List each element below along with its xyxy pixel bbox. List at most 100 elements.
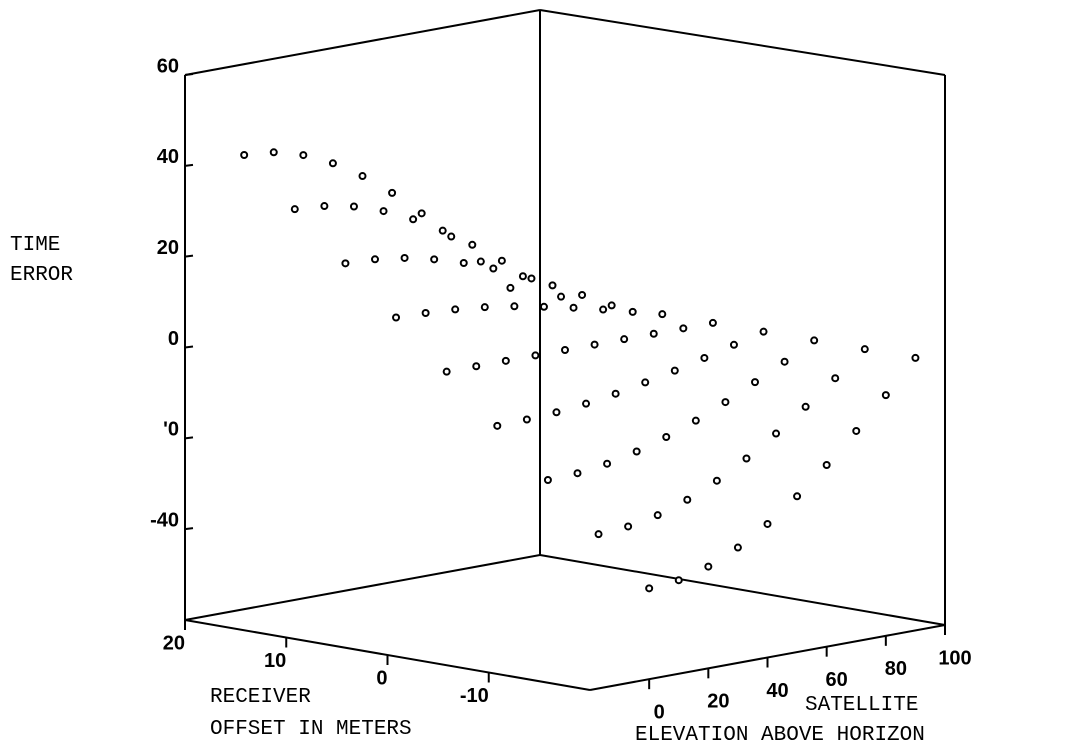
z-tick-label: 40 <box>157 146 179 168</box>
point <box>620 335 629 344</box>
point <box>641 378 650 387</box>
point <box>358 172 367 181</box>
y-axis-label: ELEVATION ABOVE HORIZON <box>635 724 925 747</box>
point <box>468 240 477 249</box>
point <box>810 336 819 345</box>
point <box>539 302 548 311</box>
point <box>543 476 552 484</box>
point <box>679 324 688 333</box>
z-tick-label: 60 <box>157 55 179 77</box>
point <box>552 408 561 417</box>
point <box>421 308 430 317</box>
point <box>269 148 278 157</box>
point <box>759 327 768 336</box>
point <box>704 562 713 571</box>
point <box>561 346 569 354</box>
point <box>691 416 700 425</box>
point <box>557 292 566 301</box>
point <box>400 253 409 262</box>
point <box>674 576 683 585</box>
point <box>911 353 920 362</box>
point <box>772 429 781 438</box>
point <box>569 303 578 312</box>
point <box>341 259 350 268</box>
x-axis-label: RECEIVER <box>210 686 311 709</box>
z-tick-label: 0 <box>168 328 179 350</box>
point <box>506 283 515 292</box>
point <box>349 202 358 211</box>
point <box>442 367 451 376</box>
point <box>662 432 671 441</box>
point <box>632 447 641 456</box>
point <box>653 511 662 520</box>
point <box>628 307 637 316</box>
y-tick-label: 0 <box>654 701 665 723</box>
point <box>721 398 730 407</box>
point <box>793 492 802 501</box>
point <box>417 209 426 218</box>
x-tick-label: 20 <box>163 632 185 654</box>
point <box>522 415 531 424</box>
point <box>881 391 890 400</box>
point <box>594 530 603 539</box>
axis-edge <box>184 554 541 621</box>
point <box>700 353 709 362</box>
x-tick-label: -10 <box>460 685 489 707</box>
z-tick <box>184 163 194 167</box>
y-tick-label: 80 <box>885 658 907 680</box>
point <box>371 255 379 264</box>
point <box>527 274 536 283</box>
point <box>645 584 654 593</box>
point <box>510 302 519 311</box>
point <box>409 215 418 224</box>
point <box>729 340 738 349</box>
point <box>712 476 721 485</box>
point <box>472 362 481 371</box>
point <box>801 402 810 411</box>
point <box>590 340 599 349</box>
point <box>624 522 633 531</box>
point <box>733 543 742 552</box>
point <box>290 205 299 214</box>
point <box>831 374 840 383</box>
z-axis-label: ERROR <box>10 264 73 287</box>
point <box>493 421 502 430</box>
point <box>742 454 751 463</box>
z-tick <box>184 345 194 349</box>
point <box>518 272 527 281</box>
z-tick-label: '0 <box>163 419 179 441</box>
y-tick-label: 100 <box>938 647 971 669</box>
point <box>299 151 308 160</box>
z-tick <box>184 436 194 440</box>
point <box>780 357 789 366</box>
point <box>573 469 582 478</box>
point <box>459 259 468 268</box>
point <box>447 232 456 241</box>
point <box>852 426 861 435</box>
point <box>658 310 667 319</box>
z-tick-label: 20 <box>157 237 179 259</box>
point <box>531 351 540 360</box>
point <box>607 301 616 310</box>
point <box>430 255 439 264</box>
point <box>480 303 489 312</box>
point <box>763 519 772 528</box>
point <box>611 389 620 398</box>
z-tick <box>184 73 194 76</box>
point <box>388 188 397 197</box>
point <box>438 226 447 235</box>
z-tick <box>184 527 194 531</box>
point <box>670 366 679 375</box>
point <box>603 459 612 468</box>
y-axis-label: SATELLITE <box>805 694 918 717</box>
z-axis-label: TIME <box>10 234 60 257</box>
point <box>822 461 831 469</box>
point <box>751 378 759 387</box>
point <box>240 151 249 159</box>
point <box>649 329 658 338</box>
x-axis-label: OFFSET IN METERS <box>210 718 412 741</box>
point <box>451 305 460 314</box>
point <box>708 318 717 327</box>
